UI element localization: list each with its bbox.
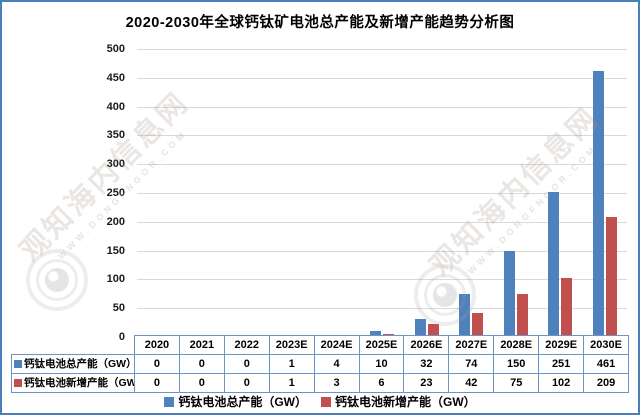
bar [516,293,528,337]
table-header-cell: 2029E [538,335,585,355]
bar-group-2029E [538,49,583,337]
legend-label: 钙钛电池新增产能（GW） [335,395,476,409]
bar-group-2026E [404,49,449,337]
bar [472,312,484,337]
bar-group-2027E [449,49,494,337]
y-tick-label: 100 [106,273,125,286]
series-swatch-icon [14,360,22,368]
bar [503,250,515,337]
bar [414,318,426,337]
chart-title: 2020-2030年全球钙钛矿电池总产能及新增产能趋势分析图 [125,15,515,31]
table-header-cell: 2027E [448,335,495,355]
bar-group-2023E [271,49,316,337]
y-tick-label: 450 [106,71,125,84]
table-value-cell: 3 [313,373,360,393]
table-value-cell: 0 [178,354,225,374]
table-value-cell: 1 [268,373,315,393]
plot-area [137,49,627,338]
legend-item: 钙钛电池总产能（GW） [164,393,307,410]
y-tick-label: 150 [106,244,125,257]
table-value-cell: 0 [134,373,180,393]
gridline [137,164,627,166]
table-value-cell: 23 [403,373,450,393]
bar-series-container [137,49,627,337]
table-row-label: 钙钛电池总产能（GW） [11,354,135,374]
table-value-cell: 32 [403,354,450,374]
bar-group-2022 [226,49,271,337]
gridline [137,49,627,50]
table-value-cell: 0 [178,373,225,393]
table-corner-cell [11,335,135,355]
table-header-cell: 2028E [493,335,540,355]
data-table: 2020 2021 2022 2023E 2024E 2025E 2026E 2027E 202… [11,335,629,393]
gridline [137,77,627,79]
y-tick-label: 350 [106,129,125,142]
gridline [137,106,627,108]
legend-item: 钙钛电池新增产能（GW） [321,393,476,410]
table-header-cell: 2025E [358,335,405,355]
y-tick-label: 200 [106,215,125,228]
bar [561,278,573,337]
table-value-cell: 75 [493,373,540,393]
table-header-cell: 2022 [223,335,270,355]
bar [605,216,617,337]
y-tick-label: 500 [106,43,125,55]
table-value-cell: 251 [538,354,585,374]
legend-swatch-icon [164,396,175,407]
series-swatch-icon [14,379,22,387]
table-row-label: 钙钛电池新增产能（GW） [11,373,135,393]
y-tick-label: 0 [118,331,125,343]
bar-group-2021 [182,49,227,337]
table-header-cell: 2024E [313,335,360,355]
bar [548,192,560,337]
table-value-cell: 42 [448,373,495,393]
gridline [137,250,627,252]
table-value-cell: 150 [493,354,540,374]
bar [370,331,381,337]
bar [427,323,439,337]
table-header-cell: 2021 [178,335,225,355]
gridline [137,221,627,223]
table-value-cell: 102 [538,373,585,393]
bar [459,294,471,337]
table-value-cell: 1 [268,354,315,374]
table-value-cell: 209 [583,373,629,393]
gridline [137,193,627,194]
table-header-cell: 2023E [268,335,315,355]
table-value-cell: 0 [134,354,180,374]
table-header-cell: 2030E [583,335,629,355]
y-tick-label: 400 [106,100,125,113]
legend-swatch-icon [321,396,331,407]
y-tick-label: 250 [106,187,125,199]
bar-group-2024E [315,49,360,337]
table-value-cell: 0 [223,373,270,393]
table-value-cell: 461 [583,354,629,374]
table-value-cell: 10 [358,354,405,374]
table-value-cell: 74 [448,354,495,374]
table-header-cell: 2026E [403,335,450,355]
legend-label: 钙钛电池总产能（GW） [178,395,307,409]
bar [592,71,604,337]
legend: 钙钛电池总产能（GW） 钙钛电池新增产能（GW） [2,393,638,410]
bar-group-2025E [360,49,405,337]
y-tick-label: 300 [106,158,125,171]
bar-group-2030E [582,49,627,337]
gridline [137,308,627,310]
table-header-cell: 2020 [134,335,180,355]
table-value-cell: 0 [223,354,270,374]
table-value-cell: 4 [313,354,360,374]
table-value-cell: 6 [358,373,405,393]
bar-group-2020 [137,49,182,337]
gridline [137,279,627,281]
gridline [137,135,627,137]
bar-group-2028E [493,49,538,337]
y-tick-label: 50 [112,302,125,315]
y-axis: 0 50 100 150 200 250 300 350 400 450 500 [2,43,131,343]
